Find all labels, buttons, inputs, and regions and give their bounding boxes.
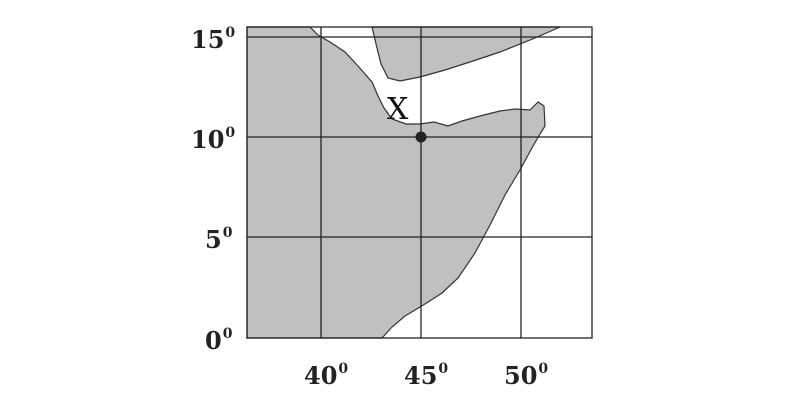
land-arabia [371,26,561,82]
lat-label-5: 50 [205,225,233,254]
map-grid [246,26,593,339]
lat-label-10: 100 [191,125,236,154]
marker-label: X [387,92,409,127]
lon-label-45: 450 [404,361,449,390]
lon-label-40: 400 [304,361,349,390]
location-dot [415,131,427,143]
lat-label-0: 00 [205,326,233,355]
lon-label-50: 500 [504,361,549,390]
lat-label-15: 150 [191,25,236,54]
